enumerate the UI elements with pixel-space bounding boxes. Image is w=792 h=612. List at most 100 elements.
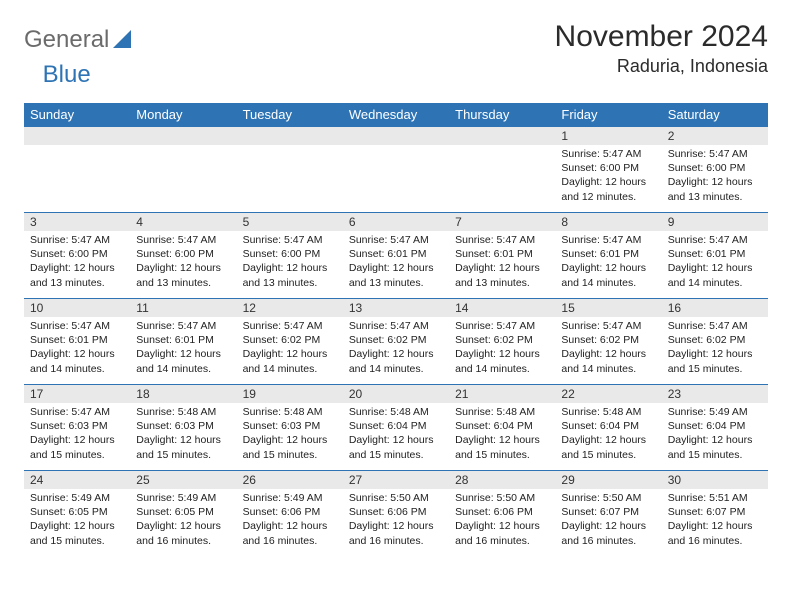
day-info: Sunrise: 5:48 AMSunset: 6:04 PMDaylight:… <box>449 403 555 464</box>
day-number: 1 <box>555 127 661 145</box>
calendar-cell: 23Sunrise: 5:49 AMSunset: 6:04 PMDayligh… <box>662 385 768 471</box>
day-info: Sunrise: 5:47 AMSunset: 6:02 PMDaylight:… <box>662 317 768 378</box>
calendar-cell: 30Sunrise: 5:51 AMSunset: 6:07 PMDayligh… <box>662 471 768 557</box>
calendar-cell <box>130 127 236 213</box>
empty-day-stripe <box>449 127 555 145</box>
day-number: 3 <box>24 213 130 231</box>
day-info: Sunrise: 5:47 AMSunset: 6:00 PMDaylight:… <box>662 145 768 206</box>
day-info: Sunrise: 5:48 AMSunset: 6:03 PMDaylight:… <box>130 403 236 464</box>
day-number: 12 <box>237 299 343 317</box>
day-info: Sunrise: 5:47 AMSunset: 6:00 PMDaylight:… <box>555 145 661 206</box>
empty-day-stripe <box>343 127 449 145</box>
day-number: 9 <box>662 213 768 231</box>
calendar-cell: 10Sunrise: 5:47 AMSunset: 6:01 PMDayligh… <box>24 299 130 385</box>
calendar-row: 1Sunrise: 5:47 AMSunset: 6:00 PMDaylight… <box>24 127 768 213</box>
weekday-header: Monday <box>130 103 236 127</box>
calendar-row: 17Sunrise: 5:47 AMSunset: 6:03 PMDayligh… <box>24 385 768 471</box>
calendar-cell: 7Sunrise: 5:47 AMSunset: 6:01 PMDaylight… <box>449 213 555 299</box>
day-number: 24 <box>24 471 130 489</box>
day-info: Sunrise: 5:47 AMSunset: 6:02 PMDaylight:… <box>449 317 555 378</box>
day-info: Sunrise: 5:47 AMSunset: 6:01 PMDaylight:… <box>130 317 236 378</box>
day-number: 4 <box>130 213 236 231</box>
day-info: Sunrise: 5:47 AMSunset: 6:00 PMDaylight:… <box>237 231 343 292</box>
day-number: 30 <box>662 471 768 489</box>
logo: General <box>24 20 135 54</box>
calendar-cell: 5Sunrise: 5:47 AMSunset: 6:00 PMDaylight… <box>237 213 343 299</box>
calendar-cell <box>237 127 343 213</box>
calendar-cell: 8Sunrise: 5:47 AMSunset: 6:01 PMDaylight… <box>555 213 661 299</box>
weekday-header: Thursday <box>449 103 555 127</box>
title-area: November 2024 Raduria, Indonesia <box>555 20 768 77</box>
day-info: Sunrise: 5:47 AMSunset: 6:00 PMDaylight:… <box>24 231 130 292</box>
day-number: 22 <box>555 385 661 403</box>
calendar-row: 24Sunrise: 5:49 AMSunset: 6:05 PMDayligh… <box>24 471 768 557</box>
day-info: Sunrise: 5:50 AMSunset: 6:06 PMDaylight:… <box>449 489 555 550</box>
calendar-cell: 2Sunrise: 5:47 AMSunset: 6:00 PMDaylight… <box>662 127 768 213</box>
weekday-header: Saturday <box>662 103 768 127</box>
logo-word2: Blue <box>43 61 91 89</box>
day-info: Sunrise: 5:47 AMSunset: 6:02 PMDaylight:… <box>343 317 449 378</box>
calendar-cell <box>24 127 130 213</box>
calendar-body: 1Sunrise: 5:47 AMSunset: 6:00 PMDaylight… <box>24 127 768 557</box>
calendar-table: Sunday Monday Tuesday Wednesday Thursday… <box>24 103 768 557</box>
calendar-cell: 19Sunrise: 5:48 AMSunset: 6:03 PMDayligh… <box>237 385 343 471</box>
page-title: November 2024 <box>555 20 768 54</box>
calendar-cell <box>343 127 449 213</box>
logo-word1: General <box>24 26 109 54</box>
calendar-row: 3Sunrise: 5:47 AMSunset: 6:00 PMDaylight… <box>24 213 768 299</box>
day-number: 10 <box>24 299 130 317</box>
calendar-cell: 22Sunrise: 5:48 AMSunset: 6:04 PMDayligh… <box>555 385 661 471</box>
calendar-cell: 28Sunrise: 5:50 AMSunset: 6:06 PMDayligh… <box>449 471 555 557</box>
day-info: Sunrise: 5:50 AMSunset: 6:07 PMDaylight:… <box>555 489 661 550</box>
day-number: 20 <box>343 385 449 403</box>
day-info: Sunrise: 5:47 AMSunset: 6:02 PMDaylight:… <box>555 317 661 378</box>
empty-day-stripe <box>24 127 130 145</box>
weekday-header: Tuesday <box>237 103 343 127</box>
weekday-header: Friday <box>555 103 661 127</box>
day-number: 6 <box>343 213 449 231</box>
calendar-cell: 26Sunrise: 5:49 AMSunset: 6:06 PMDayligh… <box>237 471 343 557</box>
day-info: Sunrise: 5:47 AMSunset: 6:02 PMDaylight:… <box>237 317 343 378</box>
day-number: 28 <box>449 471 555 489</box>
day-number: 7 <box>449 213 555 231</box>
day-number: 16 <box>662 299 768 317</box>
weekday-header-row: Sunday Monday Tuesday Wednesday Thursday… <box>24 103 768 127</box>
calendar-cell: 12Sunrise: 5:47 AMSunset: 6:02 PMDayligh… <box>237 299 343 385</box>
day-number: 5 <box>237 213 343 231</box>
day-number: 13 <box>343 299 449 317</box>
calendar-cell: 9Sunrise: 5:47 AMSunset: 6:01 PMDaylight… <box>662 213 768 299</box>
day-info: Sunrise: 5:50 AMSunset: 6:06 PMDaylight:… <box>343 489 449 550</box>
calendar-cell: 15Sunrise: 5:47 AMSunset: 6:02 PMDayligh… <box>555 299 661 385</box>
calendar-cell: 13Sunrise: 5:47 AMSunset: 6:02 PMDayligh… <box>343 299 449 385</box>
weekday-header: Wednesday <box>343 103 449 127</box>
day-number: 15 <box>555 299 661 317</box>
day-number: 14 <box>449 299 555 317</box>
weekday-header: Sunday <box>24 103 130 127</box>
calendar-cell: 3Sunrise: 5:47 AMSunset: 6:00 PMDaylight… <box>24 213 130 299</box>
day-info: Sunrise: 5:49 AMSunset: 6:06 PMDaylight:… <box>237 489 343 550</box>
calendar-cell <box>449 127 555 213</box>
day-number: 29 <box>555 471 661 489</box>
day-info: Sunrise: 5:47 AMSunset: 6:01 PMDaylight:… <box>24 317 130 378</box>
day-number: 19 <box>237 385 343 403</box>
calendar-cell: 25Sunrise: 5:49 AMSunset: 6:05 PMDayligh… <box>130 471 236 557</box>
day-number: 8 <box>555 213 661 231</box>
day-number: 26 <box>237 471 343 489</box>
calendar-cell: 4Sunrise: 5:47 AMSunset: 6:00 PMDaylight… <box>130 213 236 299</box>
empty-day-stripe <box>237 127 343 145</box>
day-info: Sunrise: 5:51 AMSunset: 6:07 PMDaylight:… <box>662 489 768 550</box>
day-number: 2 <box>662 127 768 145</box>
logo-sail-icon <box>113 30 135 50</box>
day-number: 21 <box>449 385 555 403</box>
calendar-cell: 27Sunrise: 5:50 AMSunset: 6:06 PMDayligh… <box>343 471 449 557</box>
day-info: Sunrise: 5:49 AMSunset: 6:05 PMDaylight:… <box>130 489 236 550</box>
calendar-cell: 16Sunrise: 5:47 AMSunset: 6:02 PMDayligh… <box>662 299 768 385</box>
day-number: 25 <box>130 471 236 489</box>
day-number: 11 <box>130 299 236 317</box>
calendar-cell: 21Sunrise: 5:48 AMSunset: 6:04 PMDayligh… <box>449 385 555 471</box>
calendar-cell: 14Sunrise: 5:47 AMSunset: 6:02 PMDayligh… <box>449 299 555 385</box>
calendar-cell: 18Sunrise: 5:48 AMSunset: 6:03 PMDayligh… <box>130 385 236 471</box>
calendar-cell: 1Sunrise: 5:47 AMSunset: 6:00 PMDaylight… <box>555 127 661 213</box>
calendar-cell: 20Sunrise: 5:48 AMSunset: 6:04 PMDayligh… <box>343 385 449 471</box>
day-number: 17 <box>24 385 130 403</box>
